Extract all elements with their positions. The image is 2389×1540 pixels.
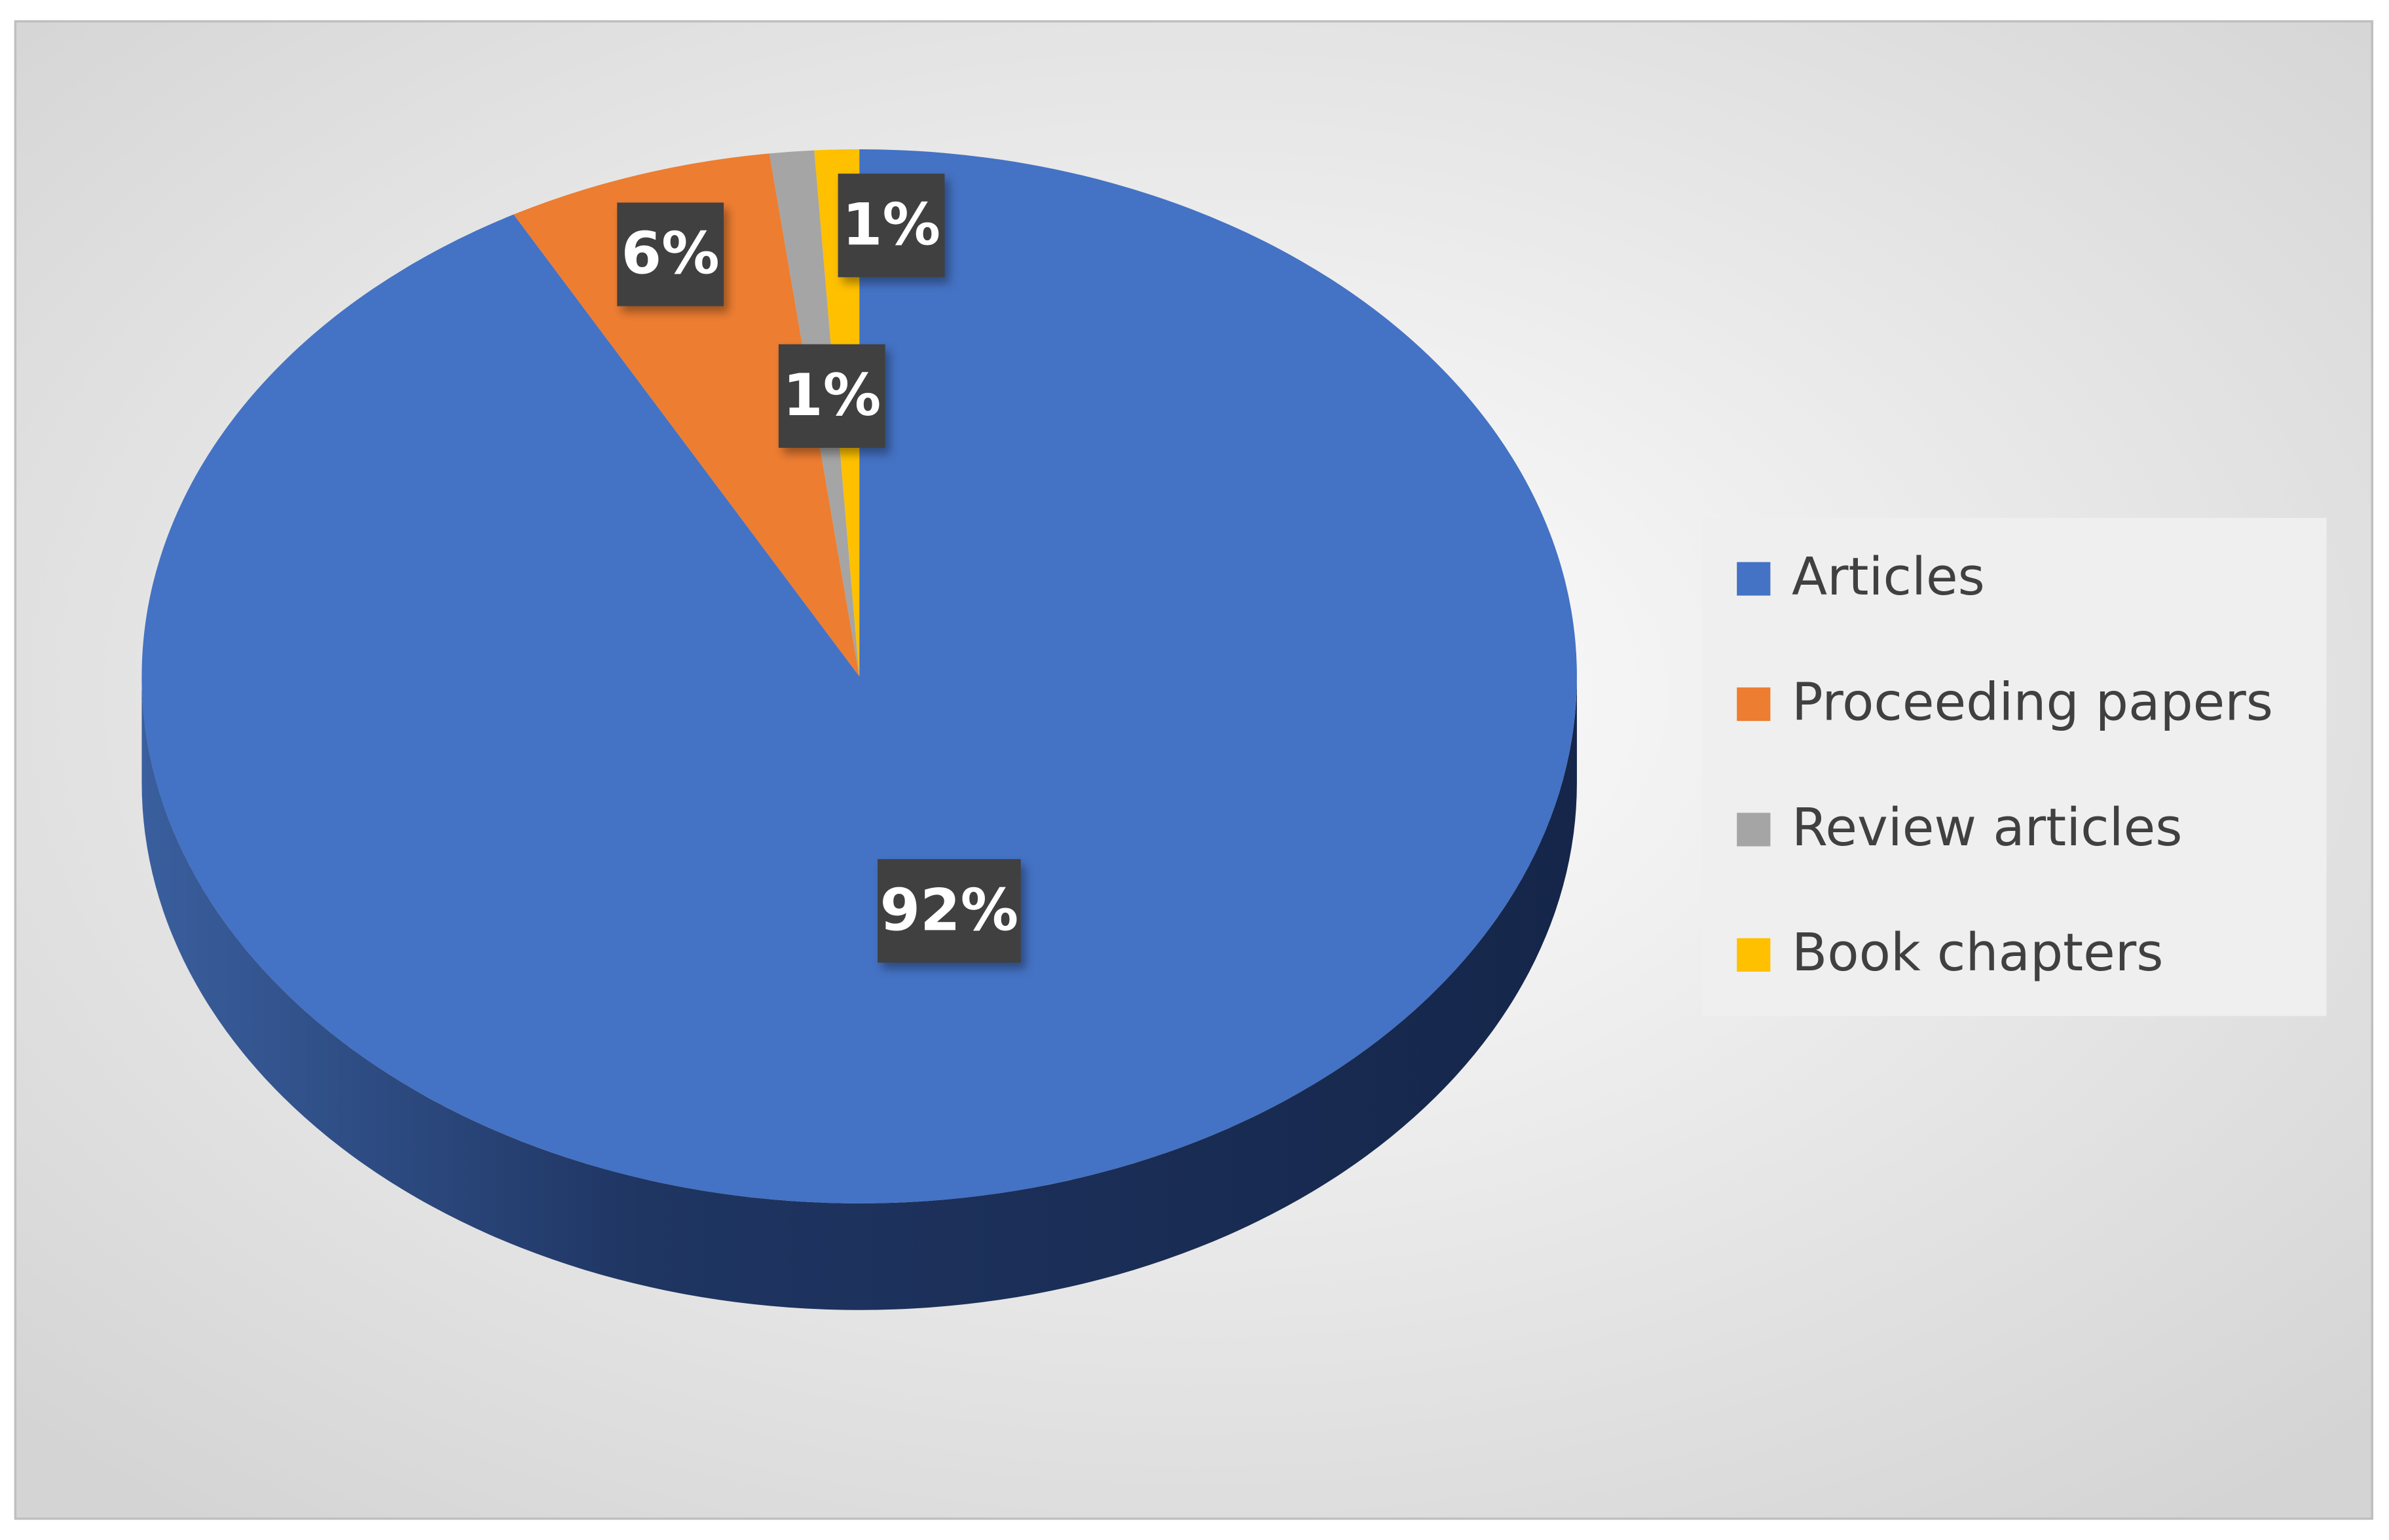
- data-label-box: [878, 859, 1021, 963]
- data-label-box: [778, 344, 885, 448]
- legend-label: Articles: [1792, 547, 1985, 607]
- data-label: 92%: [880, 876, 1019, 944]
- pie-slice: [513, 153, 860, 676]
- data-label: 6%: [621, 220, 720, 287]
- data-label: 1%: [783, 361, 881, 429]
- legend-swatch: [1737, 813, 1771, 847]
- data-label-box: [838, 174, 945, 278]
- legend-swatch: [1737, 687, 1771, 722]
- legend-swatch: [1737, 938, 1771, 972]
- legend-box: [1701, 517, 2327, 1016]
- data-label-box: [617, 202, 724, 306]
- legend-label: Book chapters: [1792, 923, 2164, 983]
- legend-swatch: [1737, 562, 1771, 596]
- pie-side: [141, 676, 1577, 1310]
- legend-label: Review articles: [1792, 798, 2183, 858]
- legend-label: Proceeding papers: [1792, 672, 2273, 732]
- pie-slice: [141, 149, 1577, 1203]
- data-label: 1%: [842, 191, 940, 258]
